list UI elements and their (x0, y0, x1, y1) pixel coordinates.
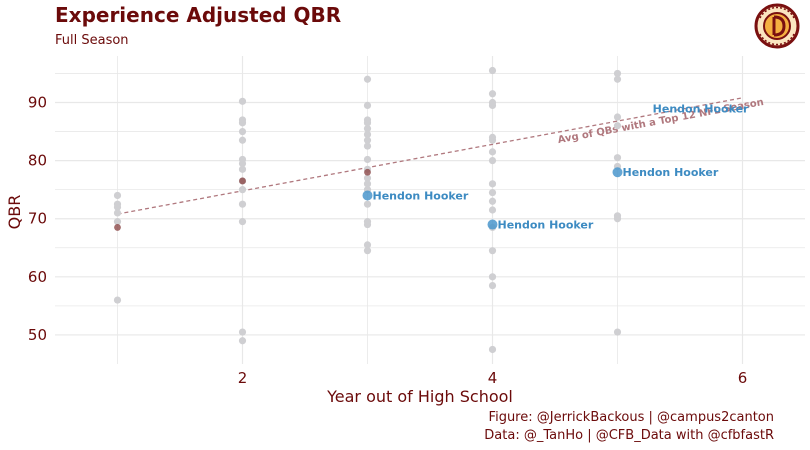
data-point (613, 122, 622, 130)
data-point (613, 154, 622, 162)
grid-lines (55, 56, 805, 364)
data-point (238, 97, 247, 105)
data-point (363, 142, 372, 150)
data-point (238, 337, 247, 345)
reference-line (117, 97, 743, 215)
data-point (363, 101, 372, 109)
data-point (363, 136, 372, 144)
data-point (488, 273, 497, 281)
x-axis-title: Year out of High School (326, 387, 513, 406)
data-point (363, 130, 372, 139)
data-point (488, 247, 497, 255)
y-tick-label: 70 (28, 210, 47, 228)
chart-subtitle: Full Season (55, 33, 129, 48)
data-point (488, 206, 497, 214)
data-point (238, 186, 247, 194)
data-point (363, 75, 372, 83)
data-point (488, 148, 497, 156)
data-point (363, 200, 372, 208)
data-point (113, 191, 122, 200)
highlight-point-label: Hendon Hooker (498, 219, 594, 232)
data-point (113, 209, 122, 217)
data-point (113, 218, 122, 226)
highlight-data-point (362, 190, 373, 201)
data-point (238, 127, 247, 136)
data-point (363, 180, 372, 188)
data-point (488, 157, 497, 165)
data-point (488, 197, 497, 205)
data-point (488, 90, 497, 98)
y-axis-title: QBR (5, 195, 24, 230)
data-point (363, 125, 372, 133)
data-point (488, 101, 497, 109)
y-tick-label: 90 (28, 93, 47, 111)
data-point (238, 200, 247, 208)
y-tick-label: 50 (28, 326, 47, 344)
y-tick-label: 60 (28, 268, 47, 286)
highlight-point-label: Hendon Hooker (653, 102, 749, 115)
data-point (613, 113, 622, 121)
data-point (238, 159, 247, 168)
figure-credit: Figure: @JerrickBackous | @campus2canton (488, 410, 774, 425)
data-point (238, 328, 247, 336)
data-point (488, 66, 497, 75)
highlight-data-point (487, 219, 498, 230)
data-point (113, 203, 122, 211)
x-tick-label: 2 (238, 369, 248, 387)
top12-data-point (239, 177, 246, 185)
data-point (488, 180, 497, 188)
x-tick-label: 6 (738, 369, 748, 387)
data-point (363, 220, 372, 229)
data-point (363, 247, 372, 255)
data-point (363, 174, 372, 182)
axis-ticks: 50 60 70 80 90 2 4 6 (28, 93, 747, 387)
data-point (363, 241, 372, 249)
data-point (363, 155, 372, 164)
top12-data-point (114, 224, 121, 231)
chart-title: Experience Adjusted QBR (55, 3, 342, 27)
data-point (613, 69, 622, 78)
data-point (613, 215, 622, 223)
data-point (238, 165, 247, 173)
data-point (238, 136, 247, 144)
data-credit: Data: @_TanHo | @CFB_Data with @cfbfastR (484, 428, 774, 443)
data-point (488, 136, 497, 144)
data-point (488, 188, 497, 197)
data-point (113, 296, 122, 304)
highlight-point-label: Hendon Hooker (373, 189, 469, 202)
y-tick-label: 80 (28, 152, 47, 170)
data-point (363, 119, 372, 127)
data-labels: Hendon Hooker Hendon Hooker Hendon Hooker H… (373, 102, 750, 231)
data-point (488, 281, 497, 290)
data-point (238, 218, 247, 226)
campus2canton-logo-icon (754, 3, 800, 49)
data-points (113, 66, 623, 354)
data-point (238, 119, 247, 127)
x-tick-label: 4 (488, 369, 498, 387)
data-point (613, 75, 622, 83)
data-point (613, 328, 622, 336)
top12-data-point (364, 168, 371, 176)
data-point (488, 345, 497, 354)
highlight-point-label: Hendon Hooker (623, 166, 719, 179)
highlight-data-point (612, 167, 623, 178)
